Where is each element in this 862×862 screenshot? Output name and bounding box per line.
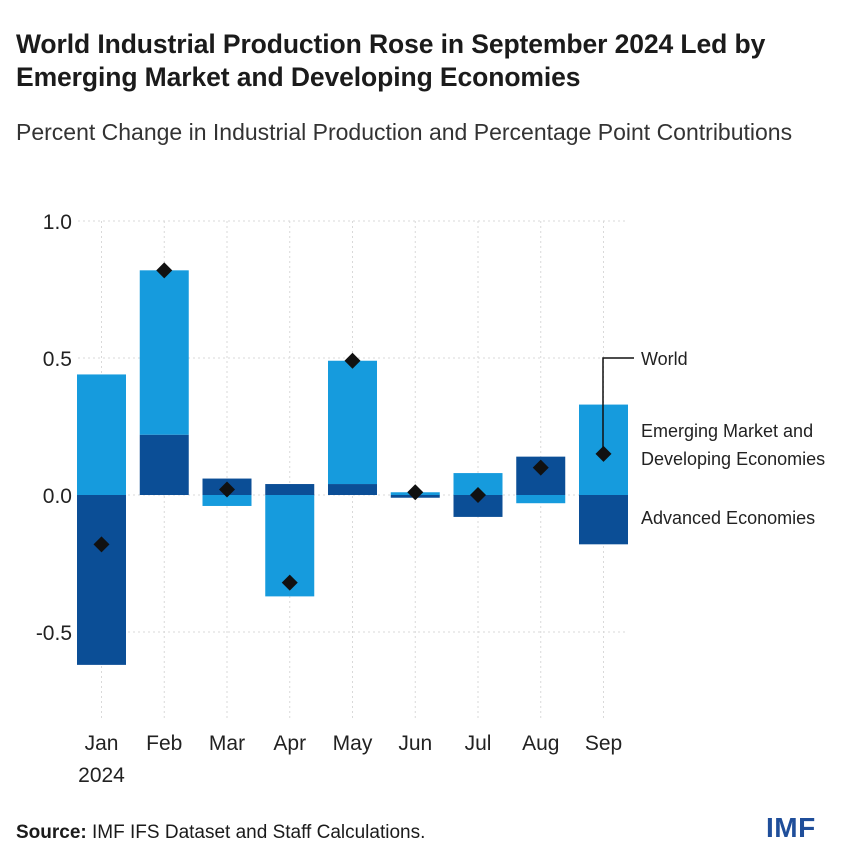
world-marker (595, 445, 612, 462)
chart-title: World Industrial Production Rose in Sept… (16, 29, 766, 92)
legend-emde-label: Developing Economies (641, 449, 825, 469)
x-year-label: 2024 (78, 764, 125, 787)
chart-subtitle: Percent Change in Industrial Production … (16, 119, 793, 145)
source-text: IMF IFS Dataset and Staff Calculations. (92, 822, 426, 843)
bar-emde (202, 495, 252, 506)
bar-advanced-economies (77, 495, 126, 665)
y-tick-label: 1.0 (43, 211, 72, 234)
source-label: Source: (16, 822, 87, 843)
bar-advanced-economies (139, 434, 189, 495)
world-marker (219, 481, 235, 498)
world-marker (281, 574, 298, 591)
legend-world-leader-line (602, 357, 634, 448)
bar-advanced-economies (265, 484, 315, 495)
world-marker (156, 262, 173, 279)
x-tick-label: Apr (273, 732, 306, 755)
legend-emde-label: Emerging Market and (641, 421, 813, 441)
bar-advanced-economies (579, 495, 628, 545)
x-tick-label: Jul (465, 732, 492, 755)
world-marker (470, 487, 486, 503)
bar-emde (516, 495, 566, 504)
x-tick-label: May (333, 732, 373, 755)
world-marker (93, 536, 110, 553)
legend-world-label: World (641, 349, 688, 369)
legend-advanced-label: Advanced Economies (641, 508, 815, 528)
bar-advanced-economies (453, 495, 503, 517)
bar-emde (77, 374, 126, 495)
x-tick-label: Feb (146, 732, 182, 755)
x-tick-label: Sep (585, 732, 622, 755)
world-marker (344, 352, 361, 369)
world-marker (532, 459, 549, 476)
x-tick-label: Jun (398, 732, 432, 755)
y-tick-label: -0.5 (36, 622, 72, 645)
imf-logo: IMF (766, 812, 816, 843)
source-note: Source: IMF IFS Dataset and Staff Calcul… (16, 822, 425, 844)
y-tick-label: 0.0 (43, 485, 72, 508)
x-tick-label: Mar (209, 732, 245, 755)
x-tick-label: Aug (522, 732, 559, 755)
bar-emde (139, 270, 189, 435)
y-tick-label: 0.5 (43, 348, 72, 371)
world-marker (407, 484, 424, 501)
x-tick-label: Jan (85, 732, 119, 755)
bar-emde (453, 473, 503, 495)
bar-emde (328, 360, 377, 485)
bar-advanced-economies (328, 484, 377, 495)
